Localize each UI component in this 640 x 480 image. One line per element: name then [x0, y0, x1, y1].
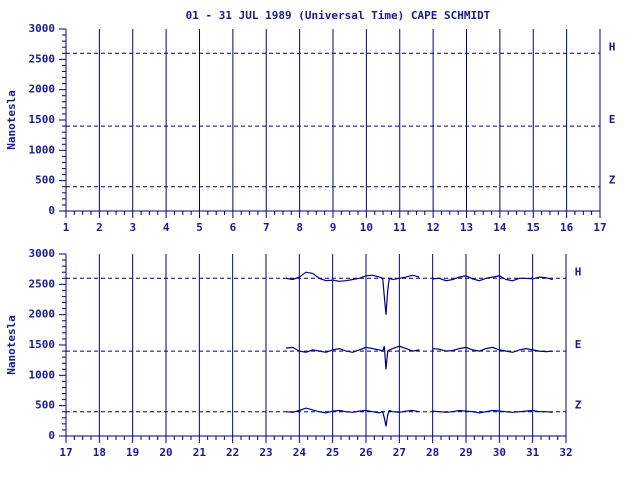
- x-tick-label: 17: [593, 221, 606, 234]
- reference-label: E: [575, 338, 582, 351]
- y-axis-label: Nanotesla: [5, 315, 18, 375]
- x-tick-label: 2: [96, 221, 103, 234]
- reference-label: H: [609, 40, 616, 53]
- x-tick-label: 8: [296, 221, 303, 234]
- x-tick-label: 4: [163, 221, 170, 234]
- x-tick-label: 17: [59, 446, 72, 459]
- y-axis-label: Nanotesla: [5, 90, 18, 150]
- x-tick-label: 10: [360, 221, 373, 234]
- x-tick-label: 16: [560, 221, 574, 234]
- x-tick-label: 29: [459, 446, 472, 459]
- reference-label: E: [609, 113, 616, 126]
- series-line: [285, 345, 553, 370]
- x-tick-label: 30: [493, 446, 506, 459]
- x-tick-label: 32: [559, 446, 572, 459]
- x-tick-label: 21: [193, 446, 207, 459]
- x-tick-label: 1: [63, 221, 70, 234]
- x-tick-label: 25: [326, 446, 339, 459]
- y-tick-label: 500: [35, 174, 55, 187]
- chart-title: 01 - 31 JUL 1989 (Universal Time) CAPE S…: [186, 9, 491, 22]
- x-tick-label: 12: [427, 221, 440, 234]
- x-tick-label: 9: [330, 221, 337, 234]
- x-tick-label: 18: [93, 446, 106, 459]
- x-tick-label: 31: [526, 446, 540, 459]
- y-tick-label: 2500: [29, 52, 56, 65]
- x-tick-label: 15: [527, 221, 540, 234]
- x-tick-label: 24: [293, 446, 307, 459]
- reference-label: Z: [575, 399, 582, 412]
- x-tick-label: 27: [393, 446, 406, 459]
- series-line: [285, 407, 553, 427]
- y-tick-label: 1500: [29, 113, 56, 126]
- y-tick-label: 2000: [29, 308, 56, 321]
- x-tick-label: 13: [460, 221, 473, 234]
- x-tick-label: 28: [426, 446, 439, 459]
- x-tick-label: 7: [263, 221, 270, 234]
- y-tick-label: 500: [35, 399, 55, 412]
- x-tick-label: 23: [259, 446, 272, 459]
- y-tick-label: 1000: [29, 143, 56, 156]
- x-tick-label: 6: [230, 221, 237, 234]
- y-tick-label: 2500: [29, 277, 56, 290]
- y-tick-label: 3000: [29, 22, 56, 35]
- x-tick-label: 19: [126, 446, 139, 459]
- y-tick-label: 0: [48, 429, 55, 442]
- y-tick-label: 1000: [29, 368, 56, 381]
- reference-label: Z: [609, 174, 616, 187]
- x-tick-label: 5: [196, 221, 203, 234]
- y-tick-label: 0: [48, 204, 55, 217]
- x-tick-label: 14: [493, 221, 507, 234]
- x-tick-label: 3: [129, 221, 136, 234]
- reference-label: H: [575, 265, 582, 278]
- series-line: [285, 271, 553, 315]
- x-tick-label: 20: [159, 446, 172, 459]
- y-tick-label: 3000: [29, 247, 56, 260]
- x-tick-label: 22: [226, 446, 239, 459]
- x-tick-label: 26: [359, 446, 373, 459]
- y-tick-label: 2000: [29, 83, 56, 96]
- y-tick-label: 1500: [29, 338, 56, 351]
- x-tick-label: 11: [393, 221, 407, 234]
